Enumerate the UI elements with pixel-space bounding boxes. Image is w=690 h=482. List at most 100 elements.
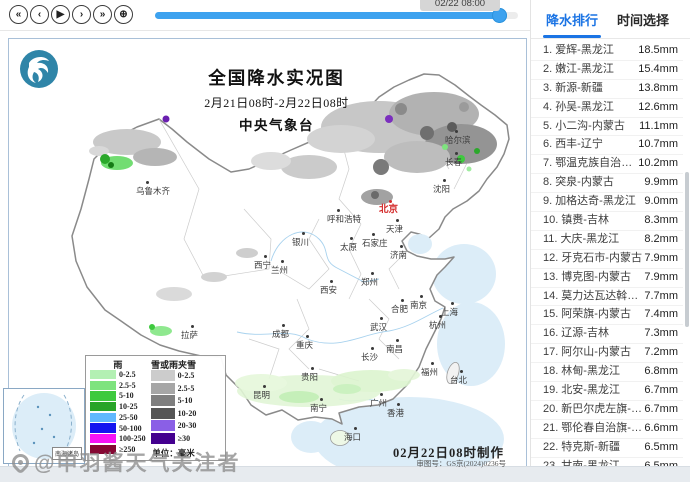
legend-rain-row: 5-10 — [90, 391, 146, 401]
city-label: 福州 — [421, 362, 438, 377]
city-label: 西宁 — [254, 255, 271, 270]
legend-snow-row: 0-2.5 — [150, 370, 197, 381]
city-dot-icon — [306, 335, 309, 338]
city-dot-icon — [330, 280, 333, 283]
legend-swatch — [90, 402, 116, 412]
city-dot-icon — [401, 299, 404, 302]
city-dot-icon — [371, 347, 374, 350]
city-label: 银川 — [292, 232, 309, 247]
map-made-at: 02月22日08时制作 — [392, 446, 504, 460]
city-label: 成都 — [272, 324, 289, 339]
ranking-row[interactable]: 20. 新巴尔虎左旗-… 6.7mm — [531, 401, 683, 420]
ranking-row[interactable]: 15. 阿荣旗-内蒙古 7.4mm — [531, 306, 683, 326]
city-label: 广州 — [370, 393, 387, 408]
city-label: 贵阳 — [301, 367, 318, 382]
ranking-row[interactable]: 13. 博克图-内蒙古 7.9mm — [531, 269, 683, 288]
time-tooltip: 02/22 08:00 — [420, 0, 500, 11]
scrollbar-thumb[interactable] — [685, 172, 689, 327]
hainan-island — [330, 430, 350, 446]
legend-snow-row: 10-20 — [150, 407, 196, 419]
city-dot-icon — [302, 232, 305, 235]
ranking-row[interactable]: 11. 大庆-黑龙江 8.2mm — [531, 231, 683, 250]
zoom-in-button[interactable]: ⊕ — [114, 5, 133, 24]
ranking-row[interactable]: 19. 北安-黑龙江 6.7mm — [531, 382, 683, 401]
ranking-row[interactable]: 17. 阿尔山-内蒙古 7.2mm — [531, 344, 683, 364]
map-legend: 雨 0-2.5 2.5-5 5-10 — [85, 355, 226, 461]
city-label: 台北 — [450, 370, 467, 385]
city-label: 昆明 — [253, 385, 270, 400]
city-label: 长春 — [445, 152, 462, 167]
city-label: 郑州 — [361, 272, 378, 287]
city-dot-icon — [146, 181, 149, 184]
tab-time-select[interactable]: 时间选择 — [617, 12, 670, 28]
prev-frame-button[interactable]: ‹ — [30, 5, 49, 24]
ranking-row[interactable]: 8. 突泉-内蒙古 9.9mm — [531, 174, 683, 194]
ranking-row[interactable]: 14. 莫力达瓦达斡… 7.7mm — [531, 288, 683, 307]
skip-end-button[interactable]: » — [93, 5, 112, 24]
city-label: 天津 — [386, 219, 403, 234]
legend-swatch — [90, 423, 116, 433]
city-label: 北京 — [379, 200, 398, 216]
ranking-row[interactable]: 2. 嫩江-黑龙江 15.4mm — [531, 61, 683, 80]
city-dot-icon — [397, 403, 400, 406]
ranking-row[interactable]: 6. 西丰-辽宁 10.7mm — [531, 136, 683, 156]
city-dot-icon — [455, 130, 458, 133]
legend-snow-row: 5-10 — [150, 395, 197, 406]
map-title-block: 全国降水实况图 2月21日08时-2月22日08时 中央气象台 — [149, 65, 404, 134]
legend-swatch — [90, 412, 116, 422]
legend-swatch — [150, 432, 175, 444]
legend-swatch — [90, 380, 116, 390]
ranking-row[interactable]: 18. 林甸-黑龙江 6.8mm — [531, 363, 683, 383]
ranking-row[interactable]: 12. 牙克石市-内蒙古 7.9mm — [531, 250, 683, 269]
ranking-row[interactable]: 3. 新源-新疆 13.8mm — [531, 80, 683, 99]
ranking-row[interactable]: 22. 特克斯-新疆 6.5mm — [531, 439, 683, 458]
city-dot-icon — [264, 255, 267, 258]
ranking-row[interactable]: 9. 加格达奇-黑龙江 9.0mm — [531, 193, 683, 213]
city-label: 沈阳 — [433, 179, 450, 194]
city-dot-icon — [431, 362, 434, 365]
legend-swatch — [90, 370, 116, 380]
ranking-row[interactable]: 10. 镇赉-吉林 8.3mm — [531, 212, 683, 231]
city-dot-icon — [396, 219, 399, 222]
city-label: 长沙 — [361, 347, 378, 362]
province-borders — [158, 98, 470, 382]
city-dot-icon — [311, 367, 314, 370]
legend-unit: 单位：毫米 — [152, 448, 195, 458]
map-title: 全国降水实况图 — [208, 68, 345, 88]
city-label: 呼和浩特 — [327, 209, 361, 224]
legend-rain-row: 100-250 — [90, 434, 146, 444]
city-label: 香港 — [387, 403, 404, 418]
inset-label: 南海诸岛 — [51, 447, 82, 460]
ranking-row[interactable]: 1. 爱辉-黑龙江 18.5mm — [531, 42, 683, 61]
snow-patches — [251, 92, 497, 205]
city-label: 南京 — [410, 295, 427, 310]
sidebar-tabs: 降水排行 时间选择 — [531, 0, 690, 39]
ranking-row[interactable]: 5. 小二沟-内蒙古 11.1mm — [531, 118, 683, 137]
legend-snow-row: 20-30 — [150, 420, 196, 431]
skip-start-button[interactable]: « — [9, 5, 28, 24]
city-dot-icon — [281, 260, 284, 263]
sidebar: 降水排行 时间选择 1. 爱辉-黑龙江 18.5mm 2. 嫩江-黑龙江 15.… — [530, 0, 690, 477]
city-label: 济南 — [390, 245, 407, 260]
city-dot-icon — [263, 385, 266, 388]
ranking-row[interactable]: 7. 鄂温克族自治旗… 10.2mm — [531, 155, 683, 175]
next-frame-button[interactable]: › — [72, 5, 91, 24]
legend-rain-title: 雨 — [113, 360, 123, 370]
city-label: 重庆 — [296, 335, 313, 350]
city-label: 南宁 — [310, 398, 327, 413]
ranking-row[interactable]: 21. 鄂伦春自治旗-… 6.6mm — [531, 420, 683, 439]
ranking-row[interactable]: 16. 辽源-吉林 7.3mm — [531, 325, 683, 345]
play-button[interactable]: ▶ — [51, 5, 70, 24]
ranking-row[interactable]: 4. 孙吴-黑龙江 12.6mm — [531, 99, 683, 118]
city-dot-icon — [380, 393, 383, 396]
tab-precip-ranking[interactable]: 降水排行 — [542, 1, 602, 38]
city-dot-icon — [282, 324, 285, 327]
slider-handle[interactable] — [492, 8, 507, 23]
weather-map-panel: 全国降水实况图 2月21日08时-2月22日08时 中央气象台 乌鲁木齐 哈尔滨… — [3, 38, 527, 468]
south-rain-patches — [235, 369, 420, 407]
time-slider[interactable] — [155, 8, 518, 23]
city-dot-icon — [439, 315, 442, 318]
city-dot-icon — [371, 272, 374, 275]
legend-rain-row: 0-2.5 — [90, 370, 146, 380]
legend-swatch — [150, 420, 175, 431]
